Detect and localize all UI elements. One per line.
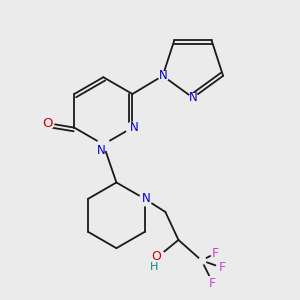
Text: F: F bbox=[219, 261, 226, 274]
Text: N: N bbox=[158, 69, 167, 82]
Text: N: N bbox=[130, 121, 139, 134]
Text: O: O bbox=[151, 250, 161, 263]
Text: H: H bbox=[150, 262, 158, 272]
Text: N: N bbox=[142, 192, 151, 206]
Text: O: O bbox=[42, 117, 52, 130]
Text: N: N bbox=[97, 143, 106, 157]
Text: F: F bbox=[212, 247, 219, 260]
Text: N: N bbox=[189, 91, 197, 104]
Text: F: F bbox=[208, 277, 216, 290]
